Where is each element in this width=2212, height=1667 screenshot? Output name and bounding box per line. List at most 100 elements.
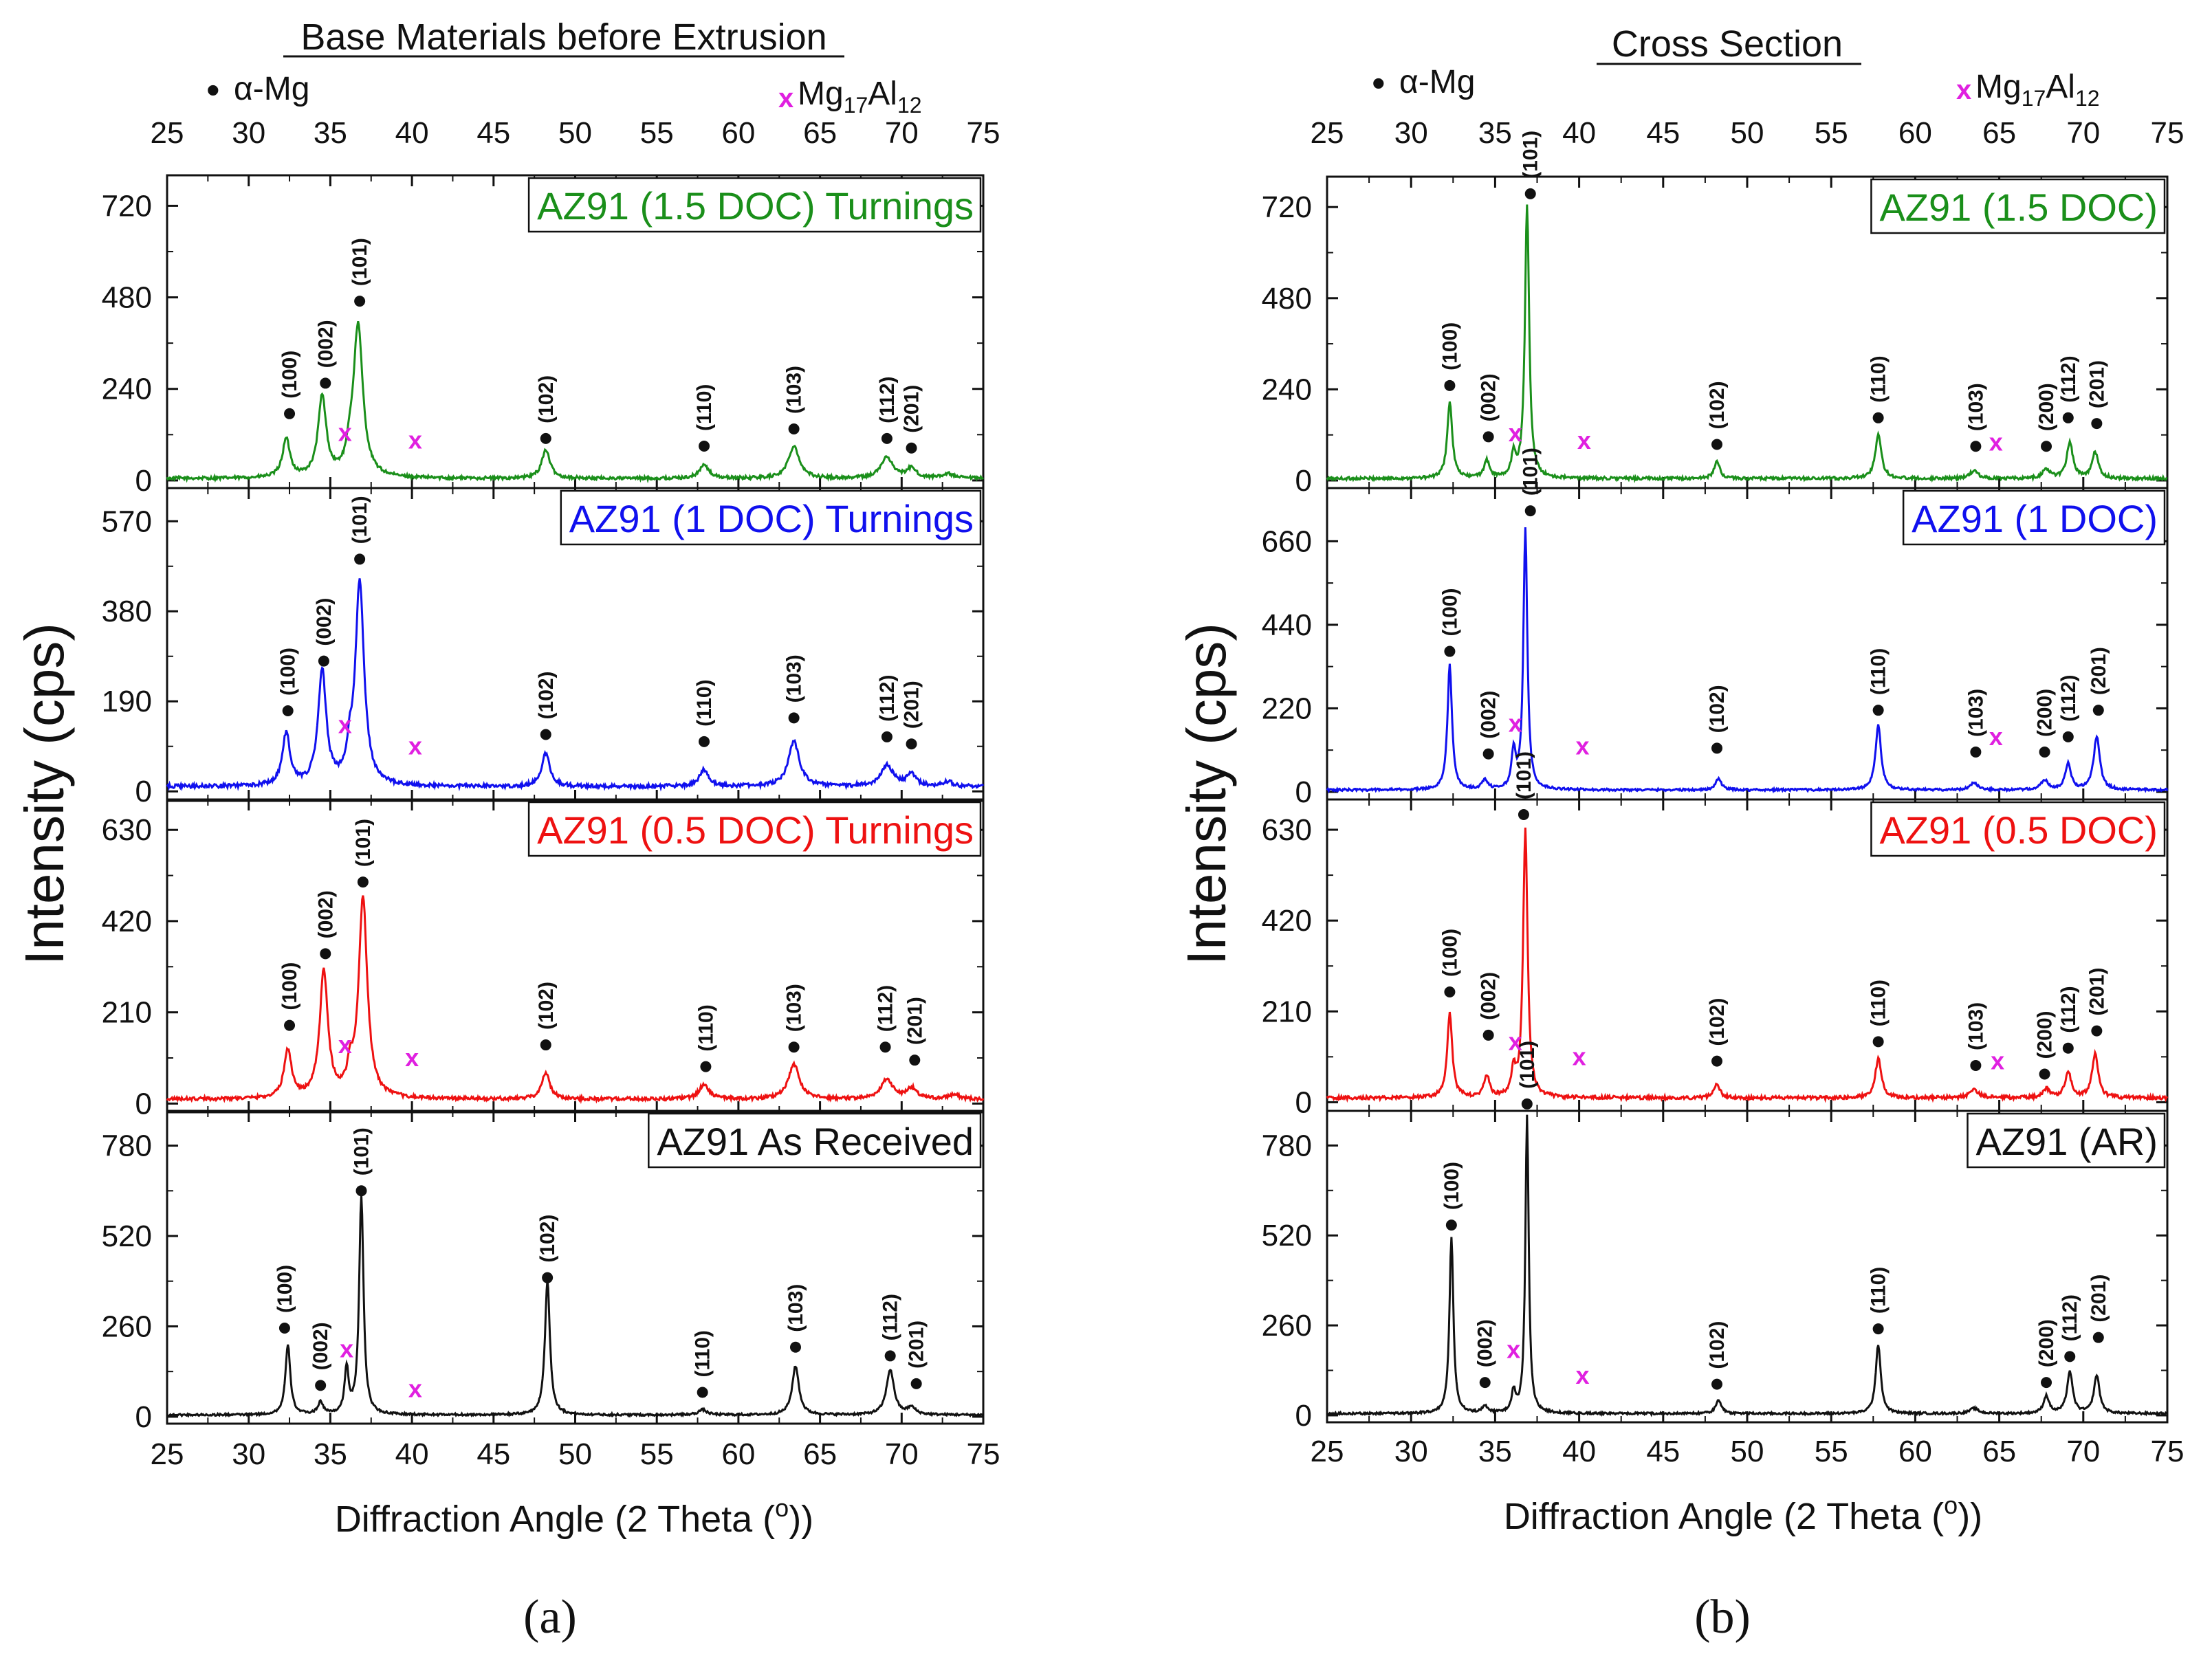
bottom-x-tick-label: 65: [1982, 1435, 2016, 1468]
panel-a-xlabel-main: Diffraction Angle (2 Theta (: [335, 1499, 775, 1540]
y-tick-label: 420: [102, 905, 152, 938]
hkl-label: (101): [349, 238, 371, 286]
top-x-tick-label: 35: [314, 116, 347, 150]
beta-legend-sub1-b: 17: [2022, 86, 2046, 111]
alpha-mg-peak-marker: [1970, 746, 1982, 758]
beta-legend-mid-a: Al: [868, 76, 897, 112]
panel-a-chart: 25 25 30 30 35 35 40 40 45 45 50 50 55 55 60 60 65 65 70 70…: [102, 116, 1000, 1471]
alpha-mg-peak-marker: [906, 442, 917, 454]
hkl-label: (112): [2057, 355, 2080, 402]
alpha-mg-peak-marker: [2062, 412, 2074, 423]
alpha-mg-peak-marker: [282, 705, 294, 717]
panel-b-chart: 25 25 30 30 35 35 40 40 45 45 50 50 55 55 60 60 65 65 70 70…: [1262, 116, 2184, 1468]
alpha-mg-peak-marker: [354, 296, 366, 307]
alpha-mg-peak-marker: [2041, 1377, 2052, 1389]
alpha-mg-peak-marker: [540, 432, 551, 444]
alpha-mg-peak-marker: [1711, 1055, 1723, 1067]
bottom-x-tick-label: 55: [1815, 1435, 1848, 1468]
mg17al12-peak-marker: x: [408, 732, 422, 760]
alpha-legend-label-a: α-Mg: [234, 71, 309, 107]
panel-b-xlabel-sup: o: [1944, 1491, 1958, 1519]
beta-marker-b: x: [1956, 75, 1971, 105]
alpha-mg-peak-marker: [284, 408, 296, 419]
alpha-mg-peak-marker: [354, 553, 366, 565]
hkl-label: (110): [1868, 980, 1890, 1026]
bottom-x-tick-label: 55: [640, 1437, 674, 1471]
hkl-label: (103): [783, 366, 806, 414]
y-tick-label: 630: [1262, 813, 1312, 847]
panel-b-header: Cross Section • α-Mg x Mg17Al12: [1372, 23, 2100, 111]
y-tick-label: 440: [1262, 608, 1312, 642]
series-name-box: [1902, 489, 2166, 546]
subplot-blue: 0 220 440 660 (100) (002) (101) (102) (110) (103)…: [1262, 448, 2169, 809]
y-tick-label: 720: [102, 189, 152, 223]
alpha-mg-peak-marker: [2039, 1068, 2050, 1080]
hkl-label: (110): [1868, 1267, 1890, 1314]
y-tick-label: 260: [1262, 1309, 1312, 1343]
hkl-label: (101): [1513, 751, 1535, 799]
panel-b-xlabel-main: Diffraction Angle (2 Theta (: [1504, 1496, 1944, 1537]
hkl-label: (102): [1706, 1321, 1729, 1369]
hkl-label: (101): [1520, 131, 1542, 179]
hkl-label: (102): [1706, 381, 1729, 429]
alpha-mg-peak-marker: [2091, 418, 2103, 430]
series-name-box: [1967, 1112, 2166, 1169]
alpha-mg-peak-marker: [1444, 379, 1456, 391]
subplot-black: 0 260 520 780 (100) (002) (101) (102) (110) (200)…: [1262, 1041, 2169, 1433]
alpha-mg-peak-marker: [1482, 748, 1494, 760]
top-x-tick-label: 60: [1898, 116, 1932, 150]
bottom-x-tick-label: 70: [2066, 1435, 2100, 1468]
hkl-label: (110): [693, 679, 716, 726]
alpha-mg-peak-marker: [355, 1185, 367, 1197]
mg17al12-peak-marker: x: [1573, 1042, 1586, 1070]
alpha-mg-peak-marker: [540, 1039, 551, 1051]
mg17al12-peak-marker: x: [1575, 1361, 1589, 1389]
hkl-label: (201): [906, 1321, 928, 1369]
beta-legend-sub2-b: 12: [2075, 86, 2100, 111]
hkl-label: (102): [1706, 998, 1729, 1046]
bottom-x-tick-label: 75: [2151, 1435, 2184, 1468]
hkl-label: (002): [1474, 1319, 1497, 1367]
series-name-label: AZ91 (0.5 DOC) Turnings: [537, 808, 974, 852]
bottom-x-tick-label: 75: [967, 1437, 1000, 1471]
beta-legend-label-a: Mg17Al12: [798, 76, 922, 118]
bottom-x-tick-label: 60: [1898, 1435, 1932, 1468]
alpha-mg-peak-marker: [881, 731, 893, 742]
bottom-x-tick-label: 40: [1562, 1435, 1596, 1468]
bottom-x-tick-label: 25: [151, 1437, 184, 1471]
bottom-x-tick-label: 50: [558, 1437, 592, 1471]
hkl-label: (102): [535, 982, 558, 1030]
top-x-tick-label: 65: [1982, 116, 2016, 150]
mg17al12-peak-marker: x: [338, 711, 352, 739]
mg17al12-peak-marker: x: [338, 1030, 352, 1059]
bottom-x-tick-label: 60: [721, 1437, 755, 1471]
y-tick-label: 720: [1262, 190, 1312, 224]
hkl-label: (002): [314, 320, 337, 368]
hkl-label: (112): [879, 1294, 902, 1340]
hkl-label: (200): [2034, 1011, 2057, 1059]
alpha-mg-peak-marker: [1524, 188, 1536, 199]
alpha-mg-peak-marker: [1711, 1378, 1723, 1390]
mg17al12-peak-marker: x: [338, 419, 352, 447]
xrd-pattern-line: [166, 321, 984, 484]
hkl-label: (110): [694, 1004, 717, 1051]
y-tick-label: 240: [1262, 373, 1312, 406]
panel-b-ylabel: Intensity (cps): [1176, 623, 1237, 965]
hkl-label: (201): [2085, 968, 2108, 1016]
alpha-mg-peak-marker: [697, 1387, 708, 1398]
y-tick-label: 520: [1262, 1219, 1312, 1252]
hkl-label: (102): [1706, 685, 1729, 733]
hkl-label: (112): [875, 985, 897, 1032]
beta-legend-main-b: Mg: [1975, 69, 2022, 105]
hkl-label: (103): [785, 1284, 807, 1332]
hkl-label: (201): [2085, 360, 2108, 408]
y-tick-label: 220: [1262, 692, 1312, 725]
y-tick-label: 240: [102, 373, 152, 406]
top-x-tick-label: 65: [803, 116, 837, 150]
alpha-mg-peak-marker: [320, 377, 331, 389]
y-tick-label: 480: [1262, 282, 1312, 316]
hkl-label: (101): [351, 1127, 373, 1175]
series-name-box: [527, 177, 982, 233]
subplot-blue: 0 190 380 570 (100) (002) (101) (102) (110) (103)…: [102, 487, 985, 808]
alpha-mg-peak-marker: [1711, 439, 1723, 450]
